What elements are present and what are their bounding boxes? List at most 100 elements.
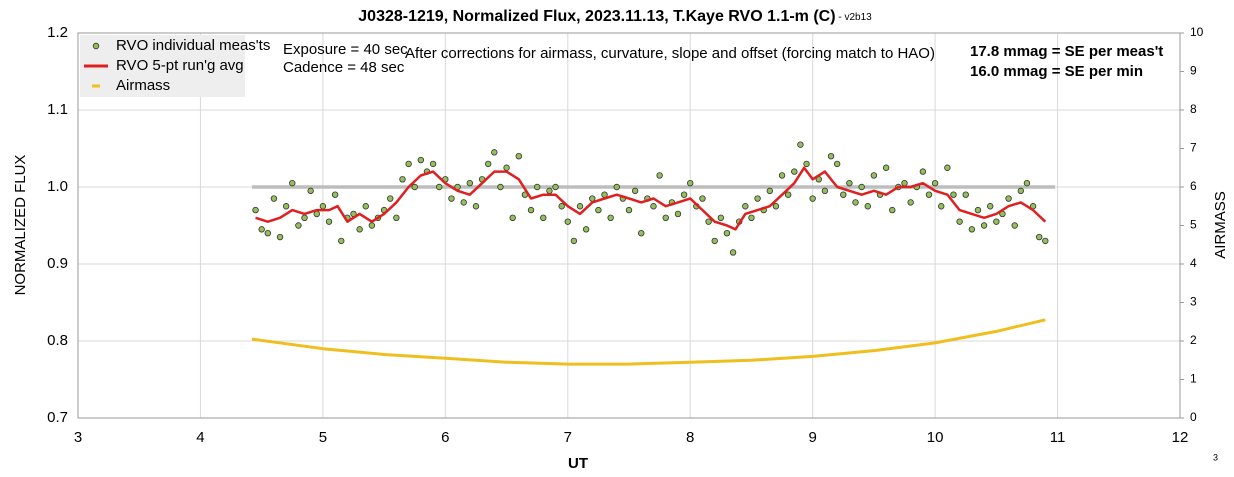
y-tick-label: 0.9 [47, 255, 68, 272]
data-point [889, 206, 896, 214]
data-point [980, 222, 988, 229]
data-point [778, 172, 786, 179]
data-point [325, 218, 333, 225]
data-point [864, 203, 871, 210]
data-point [1042, 237, 1049, 245]
data-point [368, 222, 376, 229]
data-point [784, 191, 792, 198]
data-point [858, 183, 865, 191]
x-tick-label: 7 [564, 429, 572, 446]
data-point [289, 179, 296, 187]
data-point [472, 203, 480, 210]
data-point [797, 141, 804, 148]
data-point [625, 206, 633, 214]
data-point [411, 183, 418, 191]
series-line [251, 318, 1046, 366]
annotation: 16.0 mmag = SE per min [970, 63, 1143, 80]
y2-tick-label: 9 [1190, 64, 1197, 78]
data-point [595, 206, 602, 214]
data-point [252, 206, 259, 214]
data-point [742, 203, 749, 210]
data-point [270, 195, 278, 202]
data-point [387, 195, 394, 202]
data-point [338, 237, 345, 245]
data-point [448, 195, 455, 202]
y2-tick-label: 7 [1190, 141, 1197, 155]
data-point [650, 203, 657, 210]
chart-subtitle: - v2b13 [836, 12, 873, 23]
data-point [533, 183, 541, 191]
data-point [944, 164, 951, 171]
data-point [1011, 222, 1018, 229]
y2-tick-label: 0 [1190, 410, 1197, 424]
data-point [607, 214, 614, 221]
data-point [846, 179, 853, 187]
data-point [827, 152, 835, 160]
y2-tick-label: 3 [1190, 295, 1197, 309]
data-point [705, 218, 712, 225]
data-point [503, 164, 510, 171]
y2-tick-label: 4 [1190, 256, 1197, 270]
data-point [754, 195, 761, 202]
data-point [570, 237, 578, 245]
data-point [772, 203, 780, 210]
data-point [699, 195, 706, 202]
data-point [950, 191, 957, 198]
x-tick-label: 12 [1172, 429, 1189, 446]
data-point [748, 214, 755, 221]
data-point [282, 203, 290, 210]
data-point [319, 203, 327, 210]
data-point [484, 160, 492, 168]
data-point [938, 203, 945, 210]
data-point [264, 229, 271, 237]
data-point [687, 179, 694, 187]
annotation: After corrections for airmass, curvature… [405, 45, 935, 62]
data-point [882, 164, 890, 171]
y2-tick-label: 1 [1190, 372, 1197, 386]
data-point [968, 226, 976, 233]
data-point [809, 195, 816, 202]
data-point [717, 214, 725, 221]
data-point [405, 160, 412, 168]
data-point [907, 199, 914, 206]
data-point [821, 187, 829, 195]
data-point [558, 203, 565, 210]
x-tick-label: 11 [1050, 429, 1066, 446]
data-point [993, 218, 1000, 225]
legend-label: RVO individual meas'ts [116, 37, 270, 54]
data-point [631, 187, 639, 195]
data-point [515, 152, 522, 160]
data-point [540, 214, 547, 221]
data-point [509, 214, 516, 221]
legend-label: Airmass [116, 77, 170, 94]
data-point [852, 199, 859, 206]
data-point [931, 179, 939, 187]
x-tick-label: 8 [686, 429, 694, 446]
data-point [1023, 179, 1031, 187]
data-point [662, 214, 669, 221]
data-point [1017, 187, 1025, 195]
data-point [711, 237, 718, 245]
data-point [258, 226, 265, 233]
data-point [301, 214, 308, 221]
legend-label: RVO 5-pt run'g avg [116, 57, 244, 74]
data-point [362, 203, 369, 210]
data-point [638, 229, 645, 237]
data-point [766, 187, 774, 195]
legend-marker [92, 42, 100, 50]
data-point [974, 206, 982, 214]
data-point [723, 229, 731, 237]
y2-tick-label: 5 [1190, 218, 1197, 232]
y2-tick-label: 10 [1190, 25, 1204, 39]
data-point [791, 168, 798, 175]
data-point [546, 187, 553, 195]
x-tick-label: 5 [319, 429, 327, 446]
plot-frame [77, 32, 1181, 419]
y-axis-label: NORMALIZED FLUX [12, 155, 29, 296]
data-point [956, 218, 963, 225]
data-point [582, 226, 590, 233]
annotation: 17.8 mmag = SE per meas't [970, 43, 1163, 60]
data-point [552, 183, 559, 191]
data-point [613, 183, 620, 191]
